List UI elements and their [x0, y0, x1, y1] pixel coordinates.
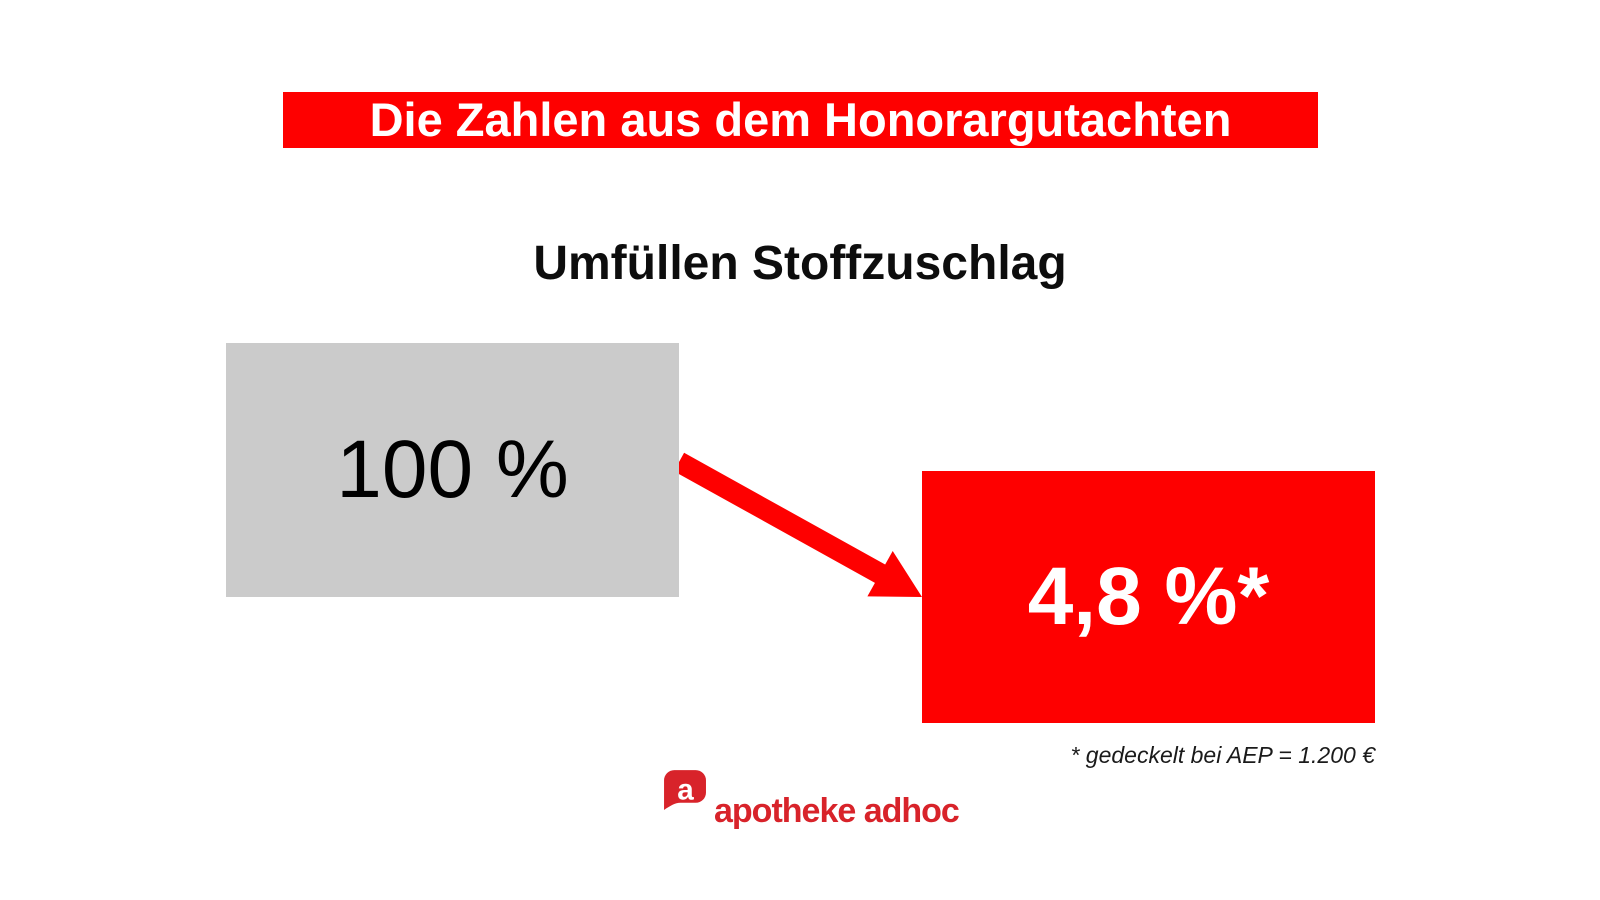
banner-title: Die Zahlen aus dem Honorargutachten [369, 92, 1232, 146]
brand-wordmark: apotheke adhoc [714, 792, 960, 830]
section-heading: Umfüllen Stoffzuschlag [533, 237, 1067, 290]
source-value: 100 % [336, 424, 569, 515]
source-value-box: 100 % [226, 343, 679, 597]
logo-letter: a [677, 774, 694, 807]
apotheke-adhoc-logo-icon: a [664, 770, 706, 810]
footnote: * gedeckelt bei AEP = 1.200 € [1070, 742, 1375, 768]
target-value: 4,8 %* [1027, 551, 1270, 642]
logo-speech-bubble-shape [664, 770, 706, 810]
brand-logo: a apotheke adhoc [660, 769, 960, 833]
target-value-box: 4,8 %* [922, 471, 1375, 723]
decrease-arrow-shape [673, 452, 922, 597]
title-banner: Die Zahlen aus dem Honorargutachten [283, 92, 1318, 148]
